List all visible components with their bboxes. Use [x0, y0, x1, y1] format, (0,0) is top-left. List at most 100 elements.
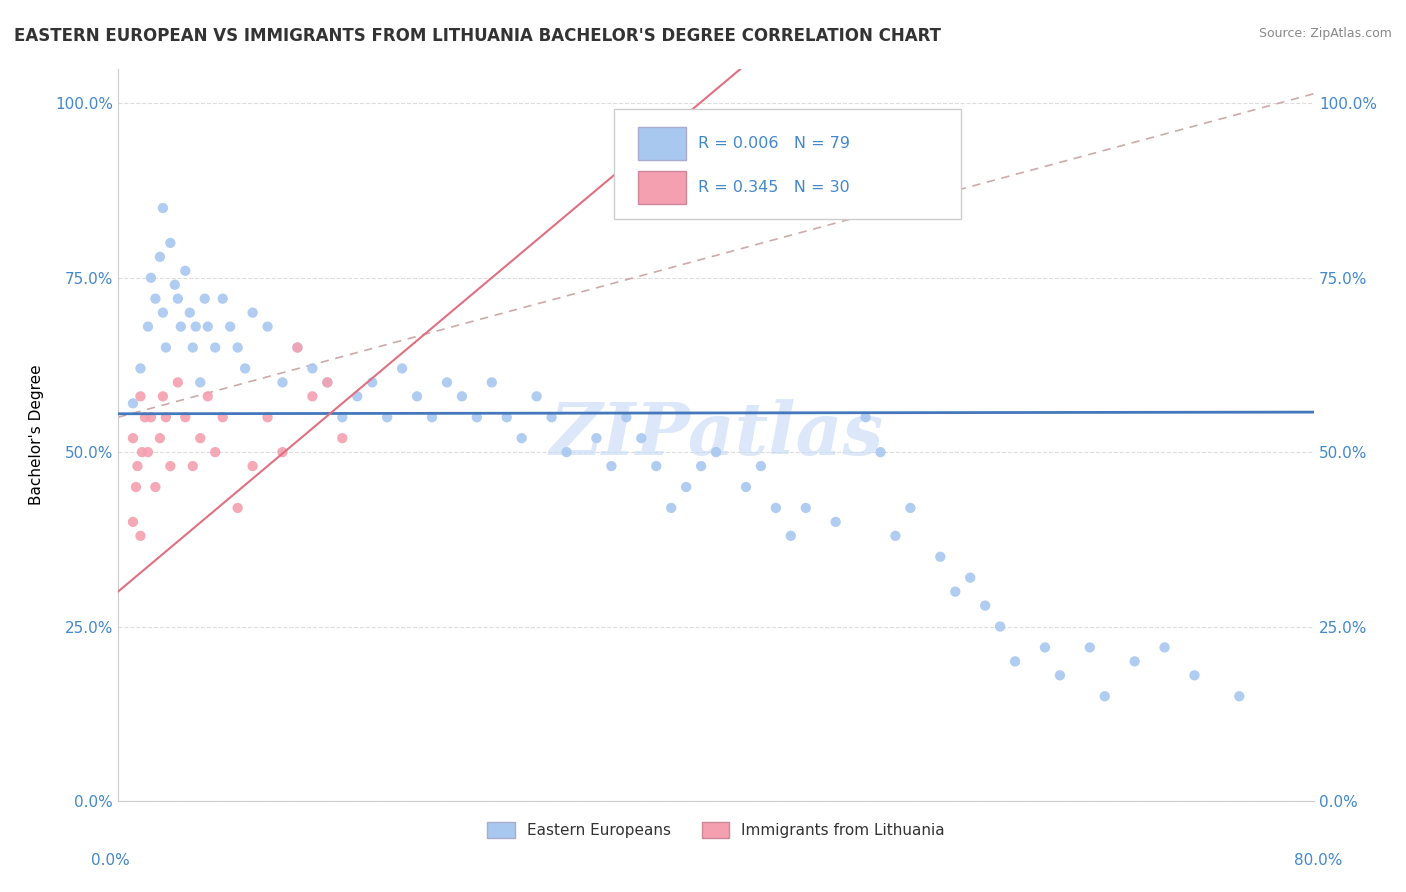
Point — [181, 459, 204, 474]
Point — [900, 500, 922, 515]
Point — [271, 376, 294, 390]
Point — [145, 292, 167, 306]
Point — [122, 396, 145, 410]
Point — [391, 361, 413, 376]
Point — [166, 292, 188, 306]
Point — [330, 410, 353, 425]
Point — [181, 341, 204, 355]
Point — [287, 341, 309, 355]
Point — [855, 410, 877, 425]
Text: ZIPatlas: ZIPatlas — [548, 400, 883, 470]
Point — [1123, 654, 1146, 668]
Point — [316, 376, 339, 390]
Point — [204, 341, 226, 355]
Point — [481, 376, 503, 390]
Point — [1094, 690, 1116, 704]
Point — [122, 431, 145, 445]
Point — [136, 445, 159, 459]
Point — [155, 410, 177, 425]
Point — [735, 480, 758, 494]
Text: 0.0%: 0.0% — [91, 853, 131, 868]
Point — [197, 319, 219, 334]
Bar — [638, 171, 686, 204]
Legend: Eastern Europeans, Immigrants from Lithuania: Eastern Europeans, Immigrants from Lithu… — [481, 816, 950, 845]
Point — [145, 480, 167, 494]
Point — [184, 319, 207, 334]
Point — [242, 459, 264, 474]
Point — [122, 515, 145, 529]
Point — [301, 361, 323, 376]
FancyBboxPatch shape — [614, 109, 962, 219]
Text: EASTERN EUROPEAN VS IMMIGRANTS FROM LITHUANIA BACHELOR'S DEGREE CORRELATION CHAR: EASTERN EUROPEAN VS IMMIGRANTS FROM LITH… — [14, 27, 941, 45]
Point — [152, 201, 174, 215]
Point — [159, 459, 181, 474]
Point — [406, 389, 429, 403]
Point — [765, 500, 787, 515]
Point — [974, 599, 997, 613]
Point — [436, 376, 458, 390]
Point — [659, 500, 682, 515]
Point — [226, 341, 249, 355]
Bar — [638, 127, 686, 160]
Point — [330, 431, 353, 445]
Point — [465, 410, 488, 425]
Point — [174, 410, 197, 425]
Point — [152, 389, 174, 403]
Point — [526, 389, 548, 403]
Point — [600, 459, 623, 474]
Point — [155, 341, 177, 355]
Point — [166, 376, 188, 390]
Point — [242, 305, 264, 319]
Point — [510, 431, 533, 445]
Point — [555, 445, 578, 459]
Point — [420, 410, 443, 425]
Point — [1033, 640, 1056, 655]
Point — [943, 584, 966, 599]
Point — [451, 389, 474, 403]
Point — [495, 410, 517, 425]
Point — [211, 410, 233, 425]
Point — [256, 319, 278, 334]
Point — [129, 529, 152, 543]
Point — [139, 270, 162, 285]
Point — [779, 529, 801, 543]
Point — [197, 389, 219, 403]
Point — [1049, 668, 1071, 682]
Point — [226, 500, 249, 515]
Point — [1004, 654, 1026, 668]
Y-axis label: Bachelor's Degree: Bachelor's Degree — [30, 365, 44, 505]
Point — [134, 410, 156, 425]
Point — [233, 361, 256, 376]
Point — [316, 376, 339, 390]
Point — [188, 376, 211, 390]
Point — [585, 431, 607, 445]
Point — [149, 250, 172, 264]
Point — [346, 389, 368, 403]
Point — [824, 515, 846, 529]
Point — [375, 410, 398, 425]
Point — [1153, 640, 1175, 655]
Point — [271, 445, 294, 459]
Text: R = 0.006   N = 79: R = 0.006 N = 79 — [699, 136, 851, 151]
Point — [794, 500, 817, 515]
Point — [194, 292, 217, 306]
Text: Source: ZipAtlas.com: Source: ZipAtlas.com — [1258, 27, 1392, 40]
Point — [170, 319, 193, 334]
Point — [152, 305, 174, 319]
Point — [159, 235, 181, 250]
Point — [988, 619, 1011, 633]
Point — [1227, 690, 1250, 704]
Point — [645, 459, 668, 474]
Text: R = 0.345   N = 30: R = 0.345 N = 30 — [699, 179, 849, 194]
Point — [690, 459, 713, 474]
Point — [256, 410, 278, 425]
Point — [929, 549, 952, 564]
Point — [704, 445, 727, 459]
Point — [179, 305, 201, 319]
Point — [630, 431, 652, 445]
Point — [174, 264, 197, 278]
Point — [188, 431, 211, 445]
Point — [125, 480, 148, 494]
Point — [127, 459, 149, 474]
Point — [869, 445, 891, 459]
